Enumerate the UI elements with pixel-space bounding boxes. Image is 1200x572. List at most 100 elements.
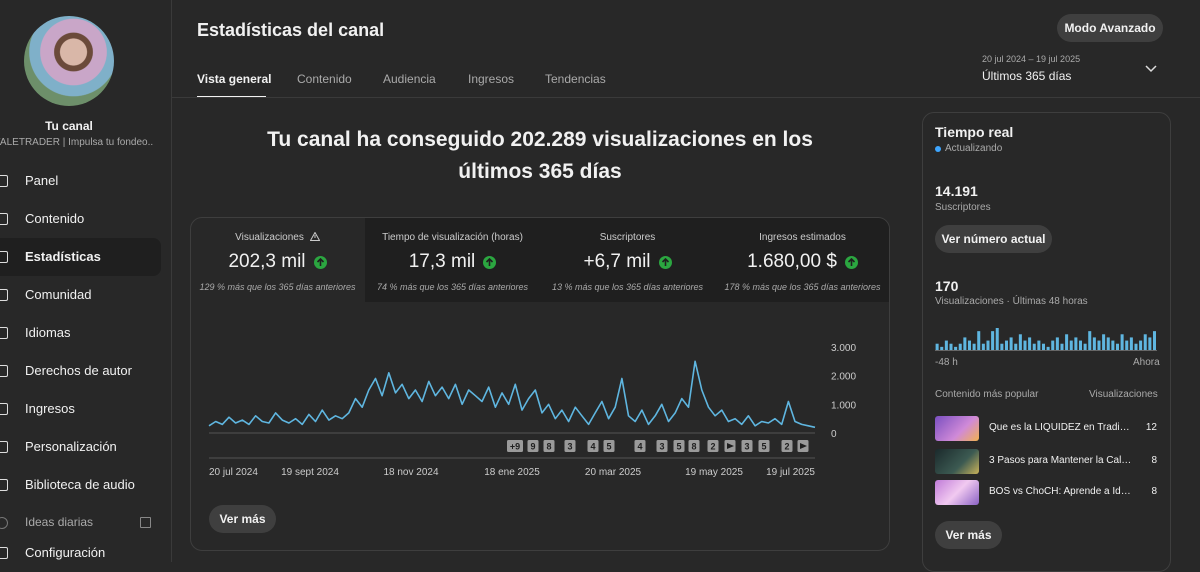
current-button[interactable]: Ver número actual (935, 225, 1052, 253)
trend-up-icon (313, 255, 327, 269)
metric-tab[interactable]: Tiempo de visualización (horas) 17,3 mil 7… (365, 218, 540, 302)
marker-label: 9 (530, 442, 535, 452)
thumbnail[interactable] (935, 416, 979, 441)
metric-note: 13 % más que los 365 días anteriores (551, 282, 704, 292)
marker-box (634, 440, 646, 452)
video-marker[interactable]: 4 (587, 440, 599, 452)
header-divider (172, 97, 1200, 98)
marker-label: 4 (637, 442, 642, 452)
video-marker[interactable]: 2 (707, 440, 719, 452)
menu-icon (0, 289, 8, 301)
video-marker[interactable]: 4 (634, 440, 646, 452)
rt-start-label: -48 h (935, 357, 958, 368)
marker-label: +9 (510, 442, 520, 452)
menu-item[interactable]: Ingresos (25, 401, 75, 416)
marker-box (603, 440, 615, 452)
tab[interactable]: Ingresos (468, 72, 515, 86)
marker-box (781, 440, 793, 452)
y-tick-label: 3.000 (831, 343, 856, 354)
video-marker[interactable]: 3 (741, 440, 753, 452)
sidebar (0, 0, 172, 562)
tab[interactable]: Vista general (197, 72, 272, 86)
rt-bar (1139, 340, 1143, 350)
rt-bar (977, 331, 981, 350)
metric-note: 129 % más que los 365 días anteriores (199, 282, 356, 292)
metric-value-row: 202,3 mil (190, 251, 365, 273)
marker-box (527, 440, 539, 452)
tab[interactable]: Audiencia (383, 72, 436, 86)
rt-bar (1088, 331, 1092, 350)
marker-box (758, 440, 770, 452)
metric-tab[interactable]: Visualizaciones 202,3 mil 129 % más que lo… (190, 218, 365, 302)
rt-bar (981, 343, 985, 350)
more-button[interactable]: Ver más (209, 505, 276, 533)
video-marker[interactable] (797, 440, 809, 452)
menu-icon (0, 327, 8, 339)
menu-icon (0, 547, 8, 559)
period[interactable]: Últimos 365 días (982, 69, 1072, 83)
video-marker[interactable]: 3 (564, 440, 576, 452)
top-title[interactable]: BOS vs ChoCH: Aprende a Id… (989, 486, 1131, 497)
video-marker[interactable]: 3 (656, 440, 668, 452)
rt-bar (1055, 337, 1059, 350)
marker-box (587, 440, 599, 452)
marker-label: 5 (761, 442, 766, 452)
menu-item[interactable]: Derechos de autor (25, 363, 132, 378)
more-button-2[interactable]: Ver más (935, 521, 1002, 549)
video-marker[interactable]: 8 (688, 440, 700, 452)
menu-item[interactable]: Comunidad (25, 287, 92, 302)
tab[interactable]: Tendencias (545, 72, 606, 86)
video-marker[interactable]: 5 (673, 440, 685, 452)
metric-tab[interactable]: Ingresos estimados 1.680,00 $ 178 % más qu… (715, 218, 890, 302)
tab[interactable]: Contenido (297, 72, 352, 86)
menu-item[interactable]: Contenido (25, 211, 85, 226)
video-marker[interactable]: 2 (781, 440, 793, 452)
rt-bar (1106, 337, 1110, 350)
date-range: 20 jul 2024 – 19 jul 2025 (982, 54, 1081, 64)
rt-bar (935, 343, 939, 350)
play-icon (727, 443, 734, 449)
headline: Tu canal ha conseguido 202.289 visualiza… (267, 128, 813, 183)
metric-value: 1.680,00 $ (747, 251, 837, 272)
trend-up-icon (844, 255, 858, 269)
menu-item[interactable]: Estadísticas (25, 249, 101, 264)
rt-bar (1115, 343, 1119, 350)
menu-icon (0, 517, 8, 529)
marker-label: 4 (590, 442, 595, 452)
menu-item[interactable]: Ideas diarias (25, 515, 94, 529)
video-marker[interactable]: +9 (507, 440, 523, 452)
marker-label: 8 (691, 442, 696, 452)
video-marker[interactable] (724, 440, 736, 452)
advanced-button[interactable]: Modo Avanzado (1057, 14, 1163, 42)
video-marker[interactable]: 5 (603, 440, 615, 452)
marker-box (707, 440, 719, 452)
rt-bar (1046, 346, 1050, 350)
period-chevron[interactable] (1144, 64, 1158, 74)
subscribers-label: Suscriptores (935, 202, 991, 213)
top-title[interactable]: Que es la LIQUIDEZ en Tradi… (989, 422, 1130, 433)
rt-bar (1074, 337, 1078, 350)
thumbnail[interactable] (935, 449, 979, 474)
marker-label: 5 (606, 442, 611, 452)
menu-item[interactable]: Configuración (25, 545, 106, 560)
top-title[interactable]: 3 Pasos para Mantener la Cal… (989, 455, 1132, 466)
menu-item[interactable]: Personalización (25, 439, 117, 454)
top-views: 8 (1151, 455, 1157, 466)
rt-bar (944, 340, 948, 350)
x-tick-label: 20 mar 2025 (585, 467, 642, 478)
metric-tab[interactable]: Suscriptores +6,7 mil 13 % más que los 365… (540, 218, 715, 302)
rt-bar (940, 346, 944, 350)
rt-bar (954, 346, 958, 350)
menu-item[interactable]: Biblioteca de audio (25, 477, 135, 492)
rt-bar (1078, 340, 1082, 350)
metric-label: Visualizaciones (190, 231, 365, 243)
subscribers: 14.191 (935, 183, 978, 199)
video-marker[interactable]: 8 (543, 440, 555, 452)
video-marker[interactable]: 9 (527, 440, 539, 452)
menu-item[interactable]: Panel (25, 173, 59, 188)
avatar[interactable] (24, 16, 114, 106)
arrow (847, 257, 855, 266)
menu-item[interactable]: Idiomas (25, 325, 71, 340)
video-marker[interactable]: 5 (758, 440, 770, 452)
thumbnail[interactable] (935, 480, 979, 505)
